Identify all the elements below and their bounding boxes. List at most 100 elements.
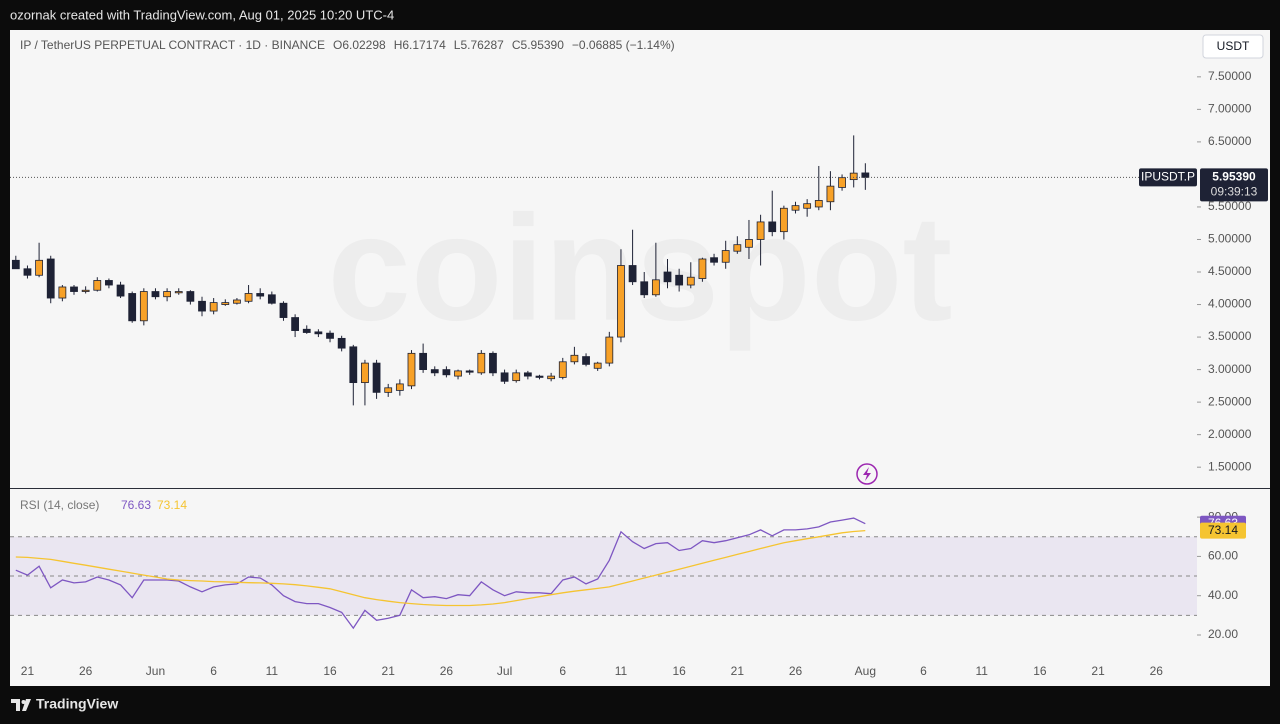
x-tick-label: 6 — [559, 664, 566, 678]
candle-body — [838, 177, 846, 188]
footer-logo — [11, 699, 31, 711]
y-tick-label: 5.00000 — [1208, 232, 1252, 246]
ohlc-key: L — [454, 38, 461, 52]
ohlc-key: O — [333, 38, 342, 52]
y-tick-label: 3.50000 — [1208, 329, 1252, 343]
x-tick-label: 21 — [21, 664, 35, 678]
currency-button-label[interactable]: USDT — [1217, 39, 1250, 53]
price-tag-label: 5.95390 — [1212, 170, 1256, 184]
x-tick-label: 11 — [615, 664, 628, 678]
candle-body — [221, 302, 230, 305]
candle-body — [512, 372, 521, 382]
candle-body — [430, 369, 439, 374]
symbol-tag — [1139, 168, 1197, 187]
x-tick-label: 6 — [210, 664, 217, 678]
x-tick-label: 16 — [323, 664, 337, 678]
candle-body — [58, 286, 67, 299]
candle-body — [535, 375, 544, 378]
y-tick-label: 2.00000 — [1208, 427, 1252, 441]
candle-body — [489, 352, 497, 374]
candle-body — [186, 291, 195, 302]
candle-body — [384, 387, 393, 393]
x-tick-label: Jul — [497, 664, 512, 678]
candle-body — [244, 293, 253, 302]
candle-body — [35, 259, 43, 276]
candle-body — [419, 352, 428, 370]
candle-body — [803, 203, 812, 209]
candle-body — [174, 291, 183, 294]
candle-body — [768, 221, 777, 233]
x-tick-label: 21 — [731, 664, 745, 678]
candle-body — [372, 362, 381, 393]
legend: IP / TetherUS PERPETUAL CONTRACT · 1D · … — [20, 38, 675, 52]
price-tag — [1200, 168, 1268, 202]
x-tick-label: 26 — [789, 664, 803, 678]
x-tick-label: 21 — [382, 664, 396, 678]
y-tick-label: 3.00000 — [1208, 362, 1252, 376]
x-tick-label: 11 — [975, 664, 988, 678]
candle-body — [733, 244, 742, 252]
candle-body — [256, 293, 265, 297]
x-tick-label: 21 — [1091, 664, 1105, 678]
candle-body — [326, 332, 334, 339]
candle-body — [663, 271, 672, 283]
y-tick-label: 1.50000 — [1208, 459, 1252, 473]
candle-body — [675, 274, 684, 286]
symbol: IP / TetherUS PERPETUAL CONTRACT · 1D · … — [20, 38, 325, 52]
y-tick-label: 40.00 — [1208, 588, 1238, 602]
symbol-tag-label: IPUSDT.P — [1141, 170, 1195, 184]
candle-body — [628, 265, 637, 283]
footer-brand: TradingView — [36, 696, 118, 712]
candle-body — [291, 317, 300, 331]
ohlc-value: 5.95390 — [521, 38, 565, 52]
candle-body — [279, 302, 288, 318]
candle-body — [605, 336, 614, 364]
candle-body — [151, 291, 160, 298]
x-tick-label: 16 — [672, 664, 686, 678]
header-text: ozornak created with TradingView.com, Au… — [10, 7, 394, 22]
plot: 21 26 Jun 6 11 16 21 26 Jul 6 11 16 21 26 Aug 6 11 16 21 26… — [10, 69, 1268, 678]
y-tick-label: 4.50000 — [1208, 264, 1252, 278]
y-tick-label: 2.50000 — [1208, 394, 1252, 408]
candle-body — [849, 172, 858, 181]
ohlc-value: 6.17174 — [402, 38, 446, 52]
candle-body — [23, 268, 32, 276]
y-tick-label: 7.50000 — [1208, 69, 1252, 83]
candle-body — [349, 346, 358, 384]
y-tick-label: 60.00 — [1208, 549, 1238, 563]
event-icon — [856, 463, 878, 485]
ohlc-key: C — [512, 38, 521, 52]
ohlc-value: 6.02298 — [342, 38, 386, 52]
x-tick-label: Aug — [855, 664, 876, 678]
candle-body — [198, 300, 206, 312]
candle-body — [465, 370, 474, 373]
candle-body — [698, 258, 707, 279]
candle-body — [861, 172, 870, 178]
candle-body — [139, 291, 148, 322]
candle-body — [617, 265, 625, 338]
candle-body — [558, 361, 567, 378]
candle-body — [233, 299, 241, 304]
indicator-value-tag-label: 73.14 — [1208, 523, 1238, 537]
candle-body — [81, 289, 90, 292]
x-tick-label: 6 — [920, 664, 927, 678]
footer-bar — [0, 686, 1280, 724]
indicator-value: 73.14 — [157, 498, 187, 512]
candle-body — [779, 207, 788, 233]
indicator-line — [15, 529, 866, 607]
ohlc-key: H — [394, 38, 403, 52]
candle-body — [46, 258, 55, 299]
indicator-value-tag — [1200, 522, 1246, 539]
candle-body — [500, 372, 509, 382]
x-tick-label: 26 — [440, 664, 454, 678]
candle-body — [395, 383, 404, 391]
candle-body — [11, 259, 20, 270]
candle-body — [454, 370, 462, 377]
watermark: coinspot — [328, 184, 953, 352]
candle-body — [651, 279, 660, 296]
countdown: 09:39:13 — [1211, 185, 1258, 199]
candle-body — [826, 185, 835, 203]
currency-button[interactable] — [1202, 34, 1264, 59]
candle-body — [116, 284, 125, 297]
